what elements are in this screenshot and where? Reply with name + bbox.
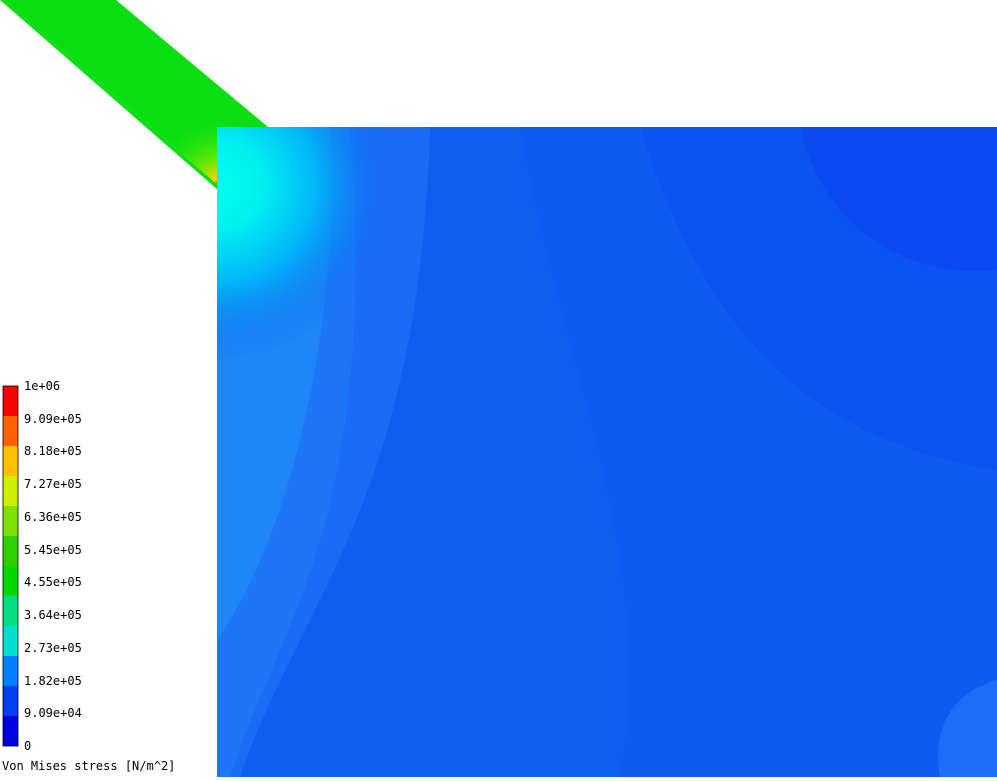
colorbar-tick-label: 1e+06 — [24, 379, 61, 393]
strut-hotspot — [0, 0, 268, 185]
colorbar-band — [3, 716, 18, 746]
colorbar-band — [3, 386, 18, 416]
colorbar-tick-label: 9.09e+04 — [24, 706, 82, 721]
block-body — [217, 127, 997, 777]
contour-band-6 — [520, 127, 997, 777]
colorbar-tick-label: 2.73e+05 — [24, 640, 82, 655]
colorbar-band — [3, 536, 18, 566]
colorbar — [2, 385, 19, 747]
colorbar-tick-label: 7.27e+05 — [24, 477, 82, 492]
corner-stress-concentration — [217, 127, 477, 427]
colorbar-tick-label: 5.45e+05 — [24, 542, 82, 557]
colorbar-band — [3, 596, 18, 626]
colorbar-band — [3, 656, 18, 686]
colorbar-tick-label: 8.18e+05 — [24, 444, 82, 459]
colorbar-tick-label: 3.64e+05 — [24, 608, 82, 623]
colorbar-title: Von Mises stress [N/m^2] — [2, 759, 176, 773]
colorbar-border — [2, 385, 19, 747]
colorbar-tick-label: 9.09e+05 — [24, 411, 82, 426]
colorbar-tick-label: 0 — [24, 739, 32, 753]
colorbar-band — [3, 686, 18, 716]
colorbar-band — [3, 416, 18, 446]
colorbar-band — [3, 446, 18, 476]
colorbar-band — [3, 626, 18, 656]
colorbar-tick-label: 4.55e+05 — [24, 575, 82, 590]
colorbar-tick-label: 6.36e+05 — [24, 509, 82, 524]
contour-band-7 — [938, 680, 997, 777]
colorbar-band — [3, 506, 18, 536]
colorbar-band — [3, 566, 18, 596]
strut-lower-edge — [0, 0, 218, 190]
colorbar-band — [3, 476, 18, 506]
colorbar-tick-label: 1.82e+05 — [24, 673, 82, 688]
